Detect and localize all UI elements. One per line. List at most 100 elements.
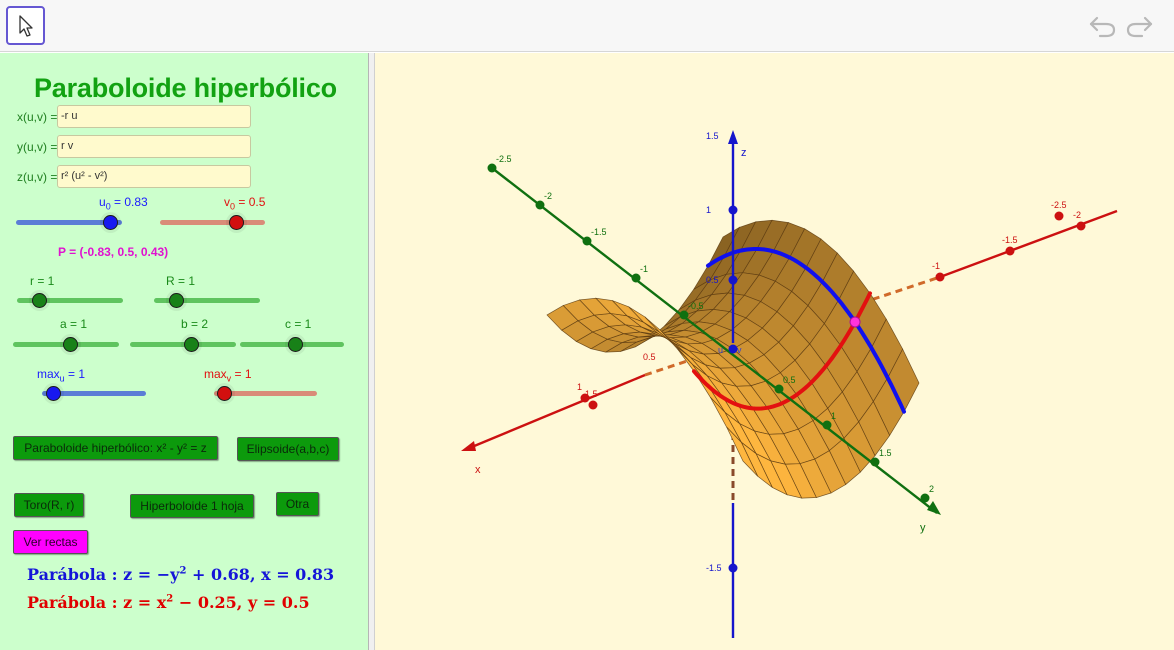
slider-label-a: a = 1: [60, 317, 88, 331]
x-tick-label: 0.5: [643, 352, 656, 362]
origin-label-u: u: [718, 345, 723, 355]
x-tick-dot: [1005, 246, 1015, 256]
x-axis-line-back: [939, 209, 1118, 279]
graphics-3d-view[interactable]: 1.5 1 0.5 -1.5 z 1.5 1 0.5 -1 -1.5 -2 -2.5 x -2.5 -2 -1…: [375, 53, 1174, 650]
y-tick-dot: [822, 420, 832, 430]
z-axis-label: z: [741, 147, 747, 159]
y-tick-label: -1.5: [591, 227, 607, 237]
otra-button[interactable]: Otra: [276, 492, 319, 516]
y-tick-dot: [487, 163, 497, 173]
slider-label-maxv: maxv = 1: [204, 367, 252, 384]
y-tick-label: -2: [544, 191, 552, 201]
z-uv-label: z(u,v) =: [17, 170, 58, 184]
undo-icon: [1089, 16, 1116, 38]
slider-track-R[interactable]: [154, 298, 260, 303]
x-tick-label: 1.5: [585, 389, 598, 399]
x-tick-label: 1: [577, 382, 582, 392]
ver-rectas-button[interactable]: Ver rectas: [13, 530, 88, 554]
toro-button[interactable]: Toro(R, r): [14, 493, 84, 517]
x-tick-label: -1.5: [1002, 235, 1018, 245]
blue-parabola-formula: Parábola : z = −y2 + 0.68, x = 0.83: [27, 565, 335, 584]
z-tick-label: 1: [706, 205, 711, 215]
slider-thumb-c[interactable]: [285, 334, 306, 355]
undo-button[interactable]: [1088, 12, 1118, 40]
y-axis-arrow-icon: [927, 501, 941, 515]
y-tick-label: 2: [929, 484, 934, 494]
y-tick-label: 0.5: [783, 375, 796, 385]
x-tick-dot: [935, 272, 945, 282]
hiperboloide-button[interactable]: Hiperboloide 1 hoja: [130, 494, 254, 518]
y-axis-line: [491, 167, 938, 514]
blue-parabola-curve: [706, 247, 906, 414]
z-tick-dot: [728, 563, 738, 573]
z-tick-label: -1.5: [706, 563, 722, 573]
z-tick-dot: [728, 275, 738, 285]
y-axis-label: y: [920, 522, 926, 534]
slider-label-r: r = 1: [30, 274, 55, 288]
slider-track-u0[interactable]: [16, 220, 122, 225]
y-tick-dot: [631, 273, 641, 283]
z-uv-input[interactable]: r² (u² - v²): [57, 165, 251, 188]
slider-label-maxu: maxu = 1: [37, 367, 86, 384]
x-uv-label: x(u,v) =: [17, 110, 58, 124]
z-tick-label: 0.5: [706, 275, 719, 285]
x-axis-arrow-icon: [461, 441, 476, 451]
elipsoide-button[interactable]: Elipsoide(a,b,c): [237, 437, 339, 461]
slider-thumb-u0[interactable]: [100, 212, 121, 233]
x-axis-line-front: [466, 373, 646, 451]
slider-track-b[interactable]: [130, 342, 236, 347]
graphics-3d-canvas[interactable]: 1.510.5-1.5z1.510.5-1-1.5-2-2.5x-2.5-2-1…: [375, 53, 1174, 650]
slider-thumb-r[interactable]: [29, 290, 50, 311]
slider-label-u0: u0 = 0.83: [99, 195, 148, 212]
x-tick-dot: [588, 400, 598, 410]
red-parabola-curve: [692, 291, 872, 411]
slider-label-c: c = 1: [285, 317, 312, 331]
y-tick-label: 1: [831, 411, 836, 421]
x-tick-label: -1: [932, 261, 940, 271]
z-tick-label: 1.5: [706, 131, 719, 141]
y-tick-label: -2.5: [496, 154, 512, 164]
panel-splitter[interactable]: [369, 53, 375, 650]
slider-thumb-v0[interactable]: [226, 212, 247, 233]
slider-thumb-maxu[interactable]: [43, 383, 64, 404]
x-tick-dot: [1076, 221, 1086, 231]
slider-track-v0[interactable]: [160, 220, 265, 225]
x-tick-label: -2: [1073, 210, 1081, 220]
y-uv-label: y(u,v) =: [17, 140, 58, 154]
origin-label-v: v: [737, 345, 742, 355]
y-tick-label: 1.5: [879, 448, 892, 458]
point-p-dot: [849, 316, 861, 328]
paraboloide-button[interactable]: Paraboloide hiperbólico: x² - y² = z: [13, 436, 218, 460]
move-tool-button[interactable]: [6, 6, 45, 45]
algebra-panel: Paraboloide hiperbólico x(u,v) = -r u y(…: [0, 53, 369, 650]
y-tick-dot: [870, 457, 880, 467]
slider-thumb-maxv[interactable]: [214, 383, 235, 404]
redo-button[interactable]: [1124, 12, 1154, 40]
redo-icon: [1126, 16, 1153, 38]
slider-thumb-b[interactable]: [181, 334, 202, 355]
slider-thumb-a[interactable]: [60, 334, 81, 355]
z-axis-arrow-icon: [728, 130, 738, 144]
z-tick-dot: [728, 205, 738, 215]
toolbar: [0, 0, 1174, 52]
y-tick-dot: [774, 384, 784, 394]
red-parabola-formula: Parábola : z = x2 − 0.25, y = 0.5: [27, 593, 310, 612]
origin-dot: [728, 344, 738, 354]
x-uv-input[interactable]: -r u: [57, 105, 251, 128]
y-uv-input[interactable]: r v: [57, 135, 251, 158]
x-tick-label: -2.5: [1051, 200, 1067, 210]
y-tick-label: -1: [640, 264, 648, 274]
slider-label-v0: v0 = 0.5: [224, 195, 266, 212]
slider-thumb-R[interactable]: [166, 290, 187, 311]
y-tick-dot: [679, 310, 689, 320]
y-tick-dot: [582, 236, 592, 246]
slider-track-maxu[interactable]: [42, 391, 146, 396]
slider-track-maxv[interactable]: [214, 391, 317, 396]
page-title: Paraboloide hiperbólico: [34, 73, 337, 103]
y-tick-label: -0.5: [688, 301, 704, 311]
slider-track-r[interactable]: [17, 298, 123, 303]
slider-label-R: R = 1: [166, 274, 196, 288]
x-tick-dot: [1054, 211, 1064, 221]
x-tick-dot: [580, 393, 590, 403]
point-p-text: P = (-0.83, 0.5, 0.43): [58, 245, 169, 259]
